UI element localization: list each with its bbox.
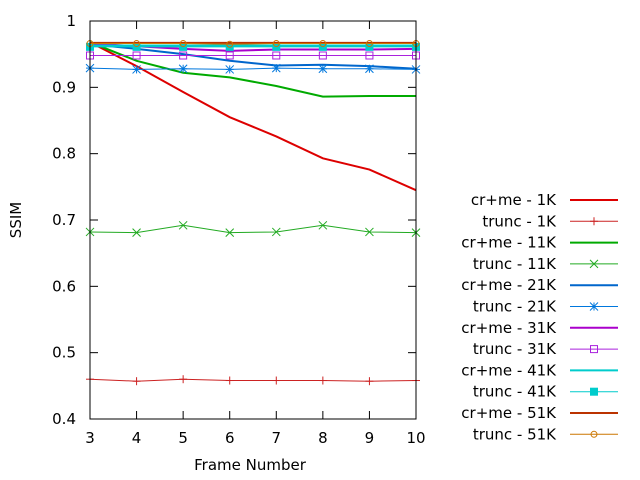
legend-marker <box>590 430 598 438</box>
legend-label: trunc - 11K <box>473 255 557 273</box>
data-point <box>319 40 327 48</box>
series-3 <box>89 41 416 98</box>
series-line-2 <box>89 378 417 382</box>
legend-item: trunc - 51K <box>473 425 618 443</box>
legend-item: cr+me - 11K <box>461 234 618 252</box>
series-8 <box>86 51 420 60</box>
legend-item: trunc - 21K <box>473 298 618 316</box>
data-point <box>178 220 188 230</box>
legend-marker <box>589 302 599 311</box>
legend-marker <box>590 345 598 354</box>
series-line-12 <box>90 43 416 45</box>
data-point <box>318 51 327 60</box>
axis-ticks <box>89 20 417 420</box>
data-point <box>178 64 188 74</box>
series-4 <box>85 220 421 237</box>
data-point <box>132 65 141 74</box>
data-point <box>133 40 141 48</box>
legend: cr+me - 1K trunc - 1K cr+me - 11K trunc - 1… <box>461 191 618 443</box>
data-point <box>272 51 281 60</box>
series-6 <box>85 63 421 74</box>
legend-label: cr+me - 1K <box>471 191 557 209</box>
data-point <box>179 40 187 48</box>
y-tick-label: 0.8 <box>52 145 76 163</box>
data-point <box>365 51 374 60</box>
data-point <box>365 64 374 74</box>
data-point <box>318 220 328 230</box>
data-point <box>132 51 141 60</box>
data-point <box>365 40 373 48</box>
x-tick-label: 10 <box>406 429 425 447</box>
legend-label: cr+me - 51K <box>461 404 557 422</box>
legend-label: trunc - 51K <box>473 425 557 443</box>
legend-label: trunc - 21K <box>473 298 557 316</box>
data-point <box>225 65 235 74</box>
series-1 <box>89 41 417 192</box>
axis-tick-labels: 3 4 5 6 7 8 9 10 0.4 0.5 0.6 0.7 0.8 0.9 1 <box>52 12 425 447</box>
data-point <box>225 376 234 385</box>
series-2 <box>86 375 420 386</box>
legend-marker <box>590 217 598 226</box>
y-tick-label: 0.7 <box>52 211 76 229</box>
data-point <box>179 375 188 384</box>
series-line-4 <box>89 224 417 234</box>
x-tick-label: 8 <box>318 429 328 447</box>
legend-item: cr+me - 1K <box>471 191 618 209</box>
data-point <box>271 63 281 73</box>
data-point <box>365 377 374 386</box>
legend-marker <box>590 387 598 396</box>
y-tick-label: 1 <box>66 12 76 30</box>
legend-item: trunc - 31K <box>473 340 618 358</box>
data-point <box>132 377 141 386</box>
legend-label: trunc - 41K <box>473 383 557 401</box>
data-point <box>318 64 328 74</box>
y-tick-label: 0.6 <box>52 277 76 295</box>
legend-item: cr+me - 41K <box>461 361 618 379</box>
legend-label: cr+me - 31K <box>461 319 557 337</box>
data-point <box>365 227 374 237</box>
x-tick-label: 4 <box>132 429 142 447</box>
data-point <box>226 40 234 48</box>
data-point <box>225 51 234 60</box>
x-tick-label: 5 <box>178 429 188 447</box>
x-tick-label: 6 <box>225 429 235 447</box>
legend-label: cr+me - 41K <box>461 361 557 379</box>
y-tick-label: 0.4 <box>52 410 76 428</box>
data-point <box>179 51 188 60</box>
data-point <box>318 376 327 385</box>
data-point <box>225 228 235 237</box>
y-axis-label: SSIM <box>7 202 25 238</box>
data-point <box>271 227 281 237</box>
legend-label: trunc - 31K <box>473 340 557 358</box>
series-line-6 <box>89 67 417 70</box>
data-point <box>272 376 281 385</box>
series-line-5 <box>89 43 417 70</box>
legend-marker <box>589 259 599 269</box>
legend-label: cr+me - 21K <box>461 276 557 294</box>
plot-series-group <box>85 40 421 386</box>
x-tick-label: 9 <box>365 429 375 447</box>
x-tick-label: 7 <box>272 429 282 447</box>
y-tick-label: 0.5 <box>52 344 76 362</box>
legend-item: trunc - 11K <box>473 255 618 273</box>
legend-label: trunc - 1K <box>482 212 557 230</box>
x-axis-label: Frame Number <box>194 456 307 474</box>
series-line-3 <box>89 41 416 98</box>
x-tick-label: 3 <box>85 429 95 447</box>
data-point <box>272 40 280 48</box>
y-tick-label: 0.9 <box>52 78 76 96</box>
legend-label: cr+me - 11K <box>461 234 557 252</box>
legend-item: cr+me - 31K <box>461 319 618 337</box>
legend-item: cr+me - 21K <box>461 276 618 294</box>
legend-item: trunc - 1K <box>482 212 618 230</box>
series-5 <box>89 43 417 70</box>
legend-item: cr+me - 51K <box>461 404 618 422</box>
series-line-1 <box>89 41 417 192</box>
legend-item: trunc - 41K <box>473 383 618 401</box>
data-point <box>132 228 141 237</box>
